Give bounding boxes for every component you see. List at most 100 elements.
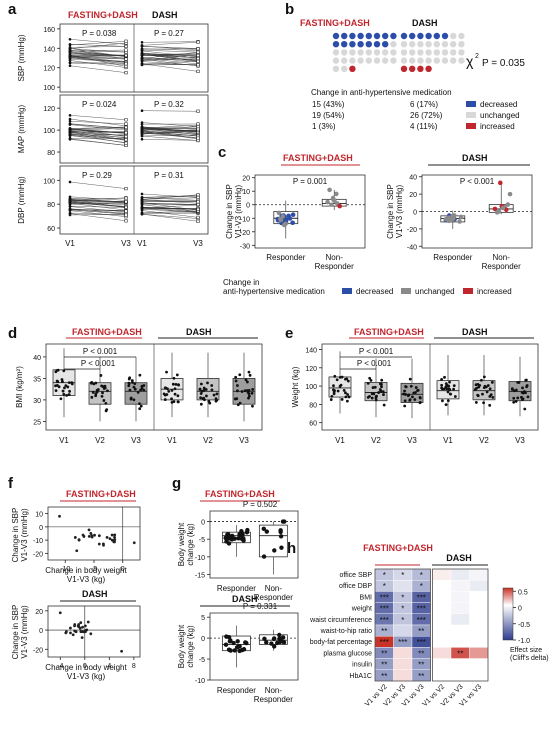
panel-g-dash-tick: 0 (201, 636, 205, 643)
panel-a-subject-line (69, 209, 127, 212)
panel-d-point (104, 401, 108, 405)
panel-d-point (238, 401, 242, 405)
panel-g-dash-point (232, 648, 237, 653)
panel-g-fd-point (279, 545, 284, 550)
panel-c-point (277, 217, 283, 222)
panel-d-point (177, 383, 181, 387)
panel-d-point (204, 388, 208, 391)
panel-a-v1-point (140, 44, 144, 48)
panel-b-patient-dot (341, 57, 348, 64)
panel-b-patient-dot (332, 32, 340, 40)
panel-e-point (516, 380, 520, 384)
panel-c-tick-label: 20 (409, 192, 417, 199)
panel-g-dash-point (231, 640, 236, 646)
panel-a-tick-label: 140 (43, 46, 55, 53)
panel-e-point (406, 394, 410, 398)
panel-b-patient-dot (382, 57, 389, 64)
panel-a-subject-line (69, 210, 127, 217)
panel-f-dash-point (86, 620, 90, 624)
panel-a-subject-line (141, 213, 199, 222)
panel-f-dash-point (83, 624, 87, 628)
panel-d-point (243, 389, 247, 393)
panel-g-fd-xlabel: Non-Responder (254, 584, 293, 602)
panel-e-point (474, 383, 478, 387)
panel-e-point (512, 396, 516, 400)
panel-d-point (99, 374, 103, 377)
panel-b-patient-dot (450, 32, 457, 40)
panel-e-point (520, 391, 524, 394)
panel-e-point (382, 403, 386, 407)
panel-e-point (380, 378, 384, 382)
panel-h-cell (469, 658, 489, 670)
panel-d-point (103, 386, 107, 390)
panel-h-star: ** (418, 649, 424, 658)
panel-e-point (347, 395, 351, 399)
panel-a-v1-point (68, 122, 72, 125)
panel-d-point (129, 396, 133, 400)
panel-b-p: P = 0.035 (482, 58, 525, 69)
panel-d-point (240, 390, 244, 393)
panel-a-subject-line (69, 55, 127, 57)
panel-b-patient-dot (373, 41, 381, 48)
panel-h-star: *** (417, 593, 426, 602)
panel-d-point (235, 397, 239, 401)
panel-d-point (176, 394, 180, 398)
panel-b-patient-dot (349, 41, 356, 48)
panel-b-patient-dot (365, 57, 372, 64)
panel-d-tick-label: 25 (33, 419, 41, 426)
panel-h-row-label: office SBP (339, 572, 372, 579)
panel-a-v3-point (196, 47, 200, 51)
panel-a-subject-line (141, 127, 199, 130)
panel-f-dash-ylabel: Change in SBPV1-V3 (mmHg) (11, 605, 29, 660)
panel-a-subject-line (141, 207, 199, 210)
panel-letter-d: d (8, 325, 17, 342)
panel-a-subject-line (69, 65, 127, 73)
panel-a-v1-point (140, 206, 144, 210)
panel-d-point (234, 375, 238, 379)
panel-g-dash-p: P = 0.331 (243, 602, 278, 611)
panel-d-point (55, 379, 59, 383)
panel-e-point (510, 388, 514, 391)
panel-e-point (329, 398, 333, 401)
panel-d-point (140, 386, 144, 390)
panel-f-dash-point (58, 611, 62, 615)
panel-g-fd-point (278, 529, 283, 535)
panel-a-subject-line (69, 131, 127, 140)
panel-a-subject-line (69, 49, 127, 52)
panel-g-dash-xlabel: Responder (217, 686, 256, 695)
panel-c-tick-label: -10 (240, 216, 250, 223)
panel-d-point (91, 390, 95, 394)
panel-h-row-label: insulin (352, 662, 372, 669)
panel-a-v1-point (68, 201, 72, 204)
panel-e-point (444, 403, 448, 407)
panel-g-dash-point (277, 636, 282, 641)
panel-b-patient-dot (433, 57, 440, 64)
panel-d-point (200, 389, 204, 393)
panel-e-point (447, 387, 451, 391)
panel-a-v1-point (140, 203, 144, 206)
panel-a-subject-line (69, 214, 127, 216)
panel-e-point (491, 395, 495, 399)
panel-d-p2: P < 0.001 (81, 359, 116, 368)
panel-h-row-label: plasma glucose (323, 650, 372, 657)
panel-d-point (65, 393, 69, 397)
panel-e-point (474, 401, 478, 404)
panel-b-legend-swatch (466, 101, 476, 107)
panel-f-dash-xtick: 4 (107, 663, 111, 670)
panel-a-v1-point (140, 59, 144, 62)
panel-d-ylabel: BMI (kg/m²) (15, 366, 24, 408)
panel-a-subject-line (141, 194, 199, 200)
panel-b-patient-dot (349, 65, 356, 73)
panel-e-point (486, 384, 490, 387)
panel-a-v1-point (68, 49, 72, 53)
panel-e-point (446, 390, 450, 394)
panel-a-v1-point (68, 213, 72, 217)
panel-b-chi: χ (466, 53, 474, 69)
panel-e-tick-label: 80 (309, 402, 317, 409)
panel-c-tick-label: -40 (407, 244, 417, 251)
panel-b-patient-dot (373, 32, 381, 40)
panel-d-point (171, 382, 175, 386)
panel-h-cell (432, 580, 452, 592)
panel-b-patient-dot (400, 57, 408, 64)
panel-b-patient-dot (433, 41, 440, 48)
